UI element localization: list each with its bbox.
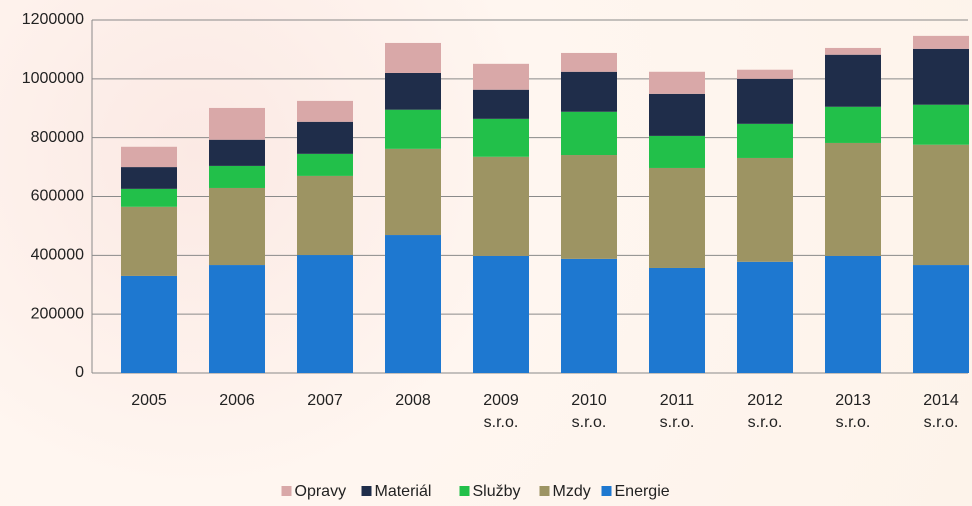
y-tick-label: 600000 [31,188,84,205]
y-tick-label: 400000 [31,247,84,264]
bar-segment [737,69,793,79]
bar-segment [297,255,353,373]
bar-segment [473,156,529,256]
y-tick-label: 0 [75,364,84,381]
legend-label: Mzdy [553,483,591,500]
x-tick-label: 2007 [307,392,343,409]
bar-segment [649,267,705,373]
bar-segment [385,72,441,110]
x-tick-label: 2011 s.r.o. [659,392,695,431]
bar-segment [737,123,793,158]
legend-label: Opravy [295,483,347,500]
x-tick-label: 2008 [395,392,431,409]
y-tick-label: 1000000 [22,70,84,87]
legend-swatch [281,486,292,496]
bar-segment [649,135,705,168]
bar-segment [473,63,529,90]
legend-label: Služby [473,483,521,500]
bar-segment [561,155,617,259]
bar-segment [825,142,881,256]
bar-segment [473,255,529,373]
bar-segment [825,255,881,373]
bar-segment [297,175,353,256]
bar-segment [649,93,705,136]
bar-segment [825,54,881,107]
bar-segment [737,157,793,262]
x-tick-label: 2006 [219,392,255,409]
bar-segment [209,187,265,266]
x-tick-label: 2010 s.r.o. [571,392,607,431]
bar-segment [297,153,353,176]
bar-segment [385,109,441,149]
bar-segment [385,148,441,236]
legend-swatch [539,486,550,496]
bar-segment [649,167,705,268]
y-tick-label: 800000 [31,129,84,146]
bar-segment [473,89,529,119]
x-tick-label: 2013 s.r.o. [835,392,871,431]
bar-segment [297,100,353,122]
bar-segment [385,42,441,73]
bar-segment [913,48,969,105]
legend-label: Materiál [375,483,432,500]
bar-segment [473,118,529,157]
bar-segment [737,261,793,373]
bar-segment [209,265,265,373]
bar-segment [561,258,617,373]
bar-segment [913,144,969,266]
x-tick-label: 2012 s.r.o. [747,392,783,431]
y-tick-label: 1200000 [22,11,84,28]
bar-segment [121,167,177,189]
bar-segment [913,35,969,49]
bar-segment [385,235,441,373]
bar-segment [209,107,265,140]
legend-swatch [459,486,470,496]
bar-segment [561,52,617,72]
bar-segment [121,275,177,373]
bar-segment [825,106,881,143]
bar-segment [649,71,705,94]
bar-segment [737,78,793,124]
legend-swatch [601,486,612,496]
legend-label: Energie [615,483,670,500]
x-tick-label: 2014 s.r.o. [923,392,959,431]
bar-segment [825,47,881,55]
legend-swatch [361,486,372,496]
x-tick-label: 2009 s.r.o. [483,392,519,431]
x-tick-label: 2005 [131,392,167,409]
bar-segment [209,165,265,188]
bar-segment [209,139,265,166]
bar-segment [121,146,177,168]
bar-segment [561,111,617,156]
bar-segment [913,104,969,145]
bar-segment [913,265,969,373]
bar-segment [121,188,177,207]
bar-segment [561,71,617,112]
bar-segment [121,206,177,276]
bar-segment [297,121,353,154]
y-tick-label: 200000 [31,305,84,322]
